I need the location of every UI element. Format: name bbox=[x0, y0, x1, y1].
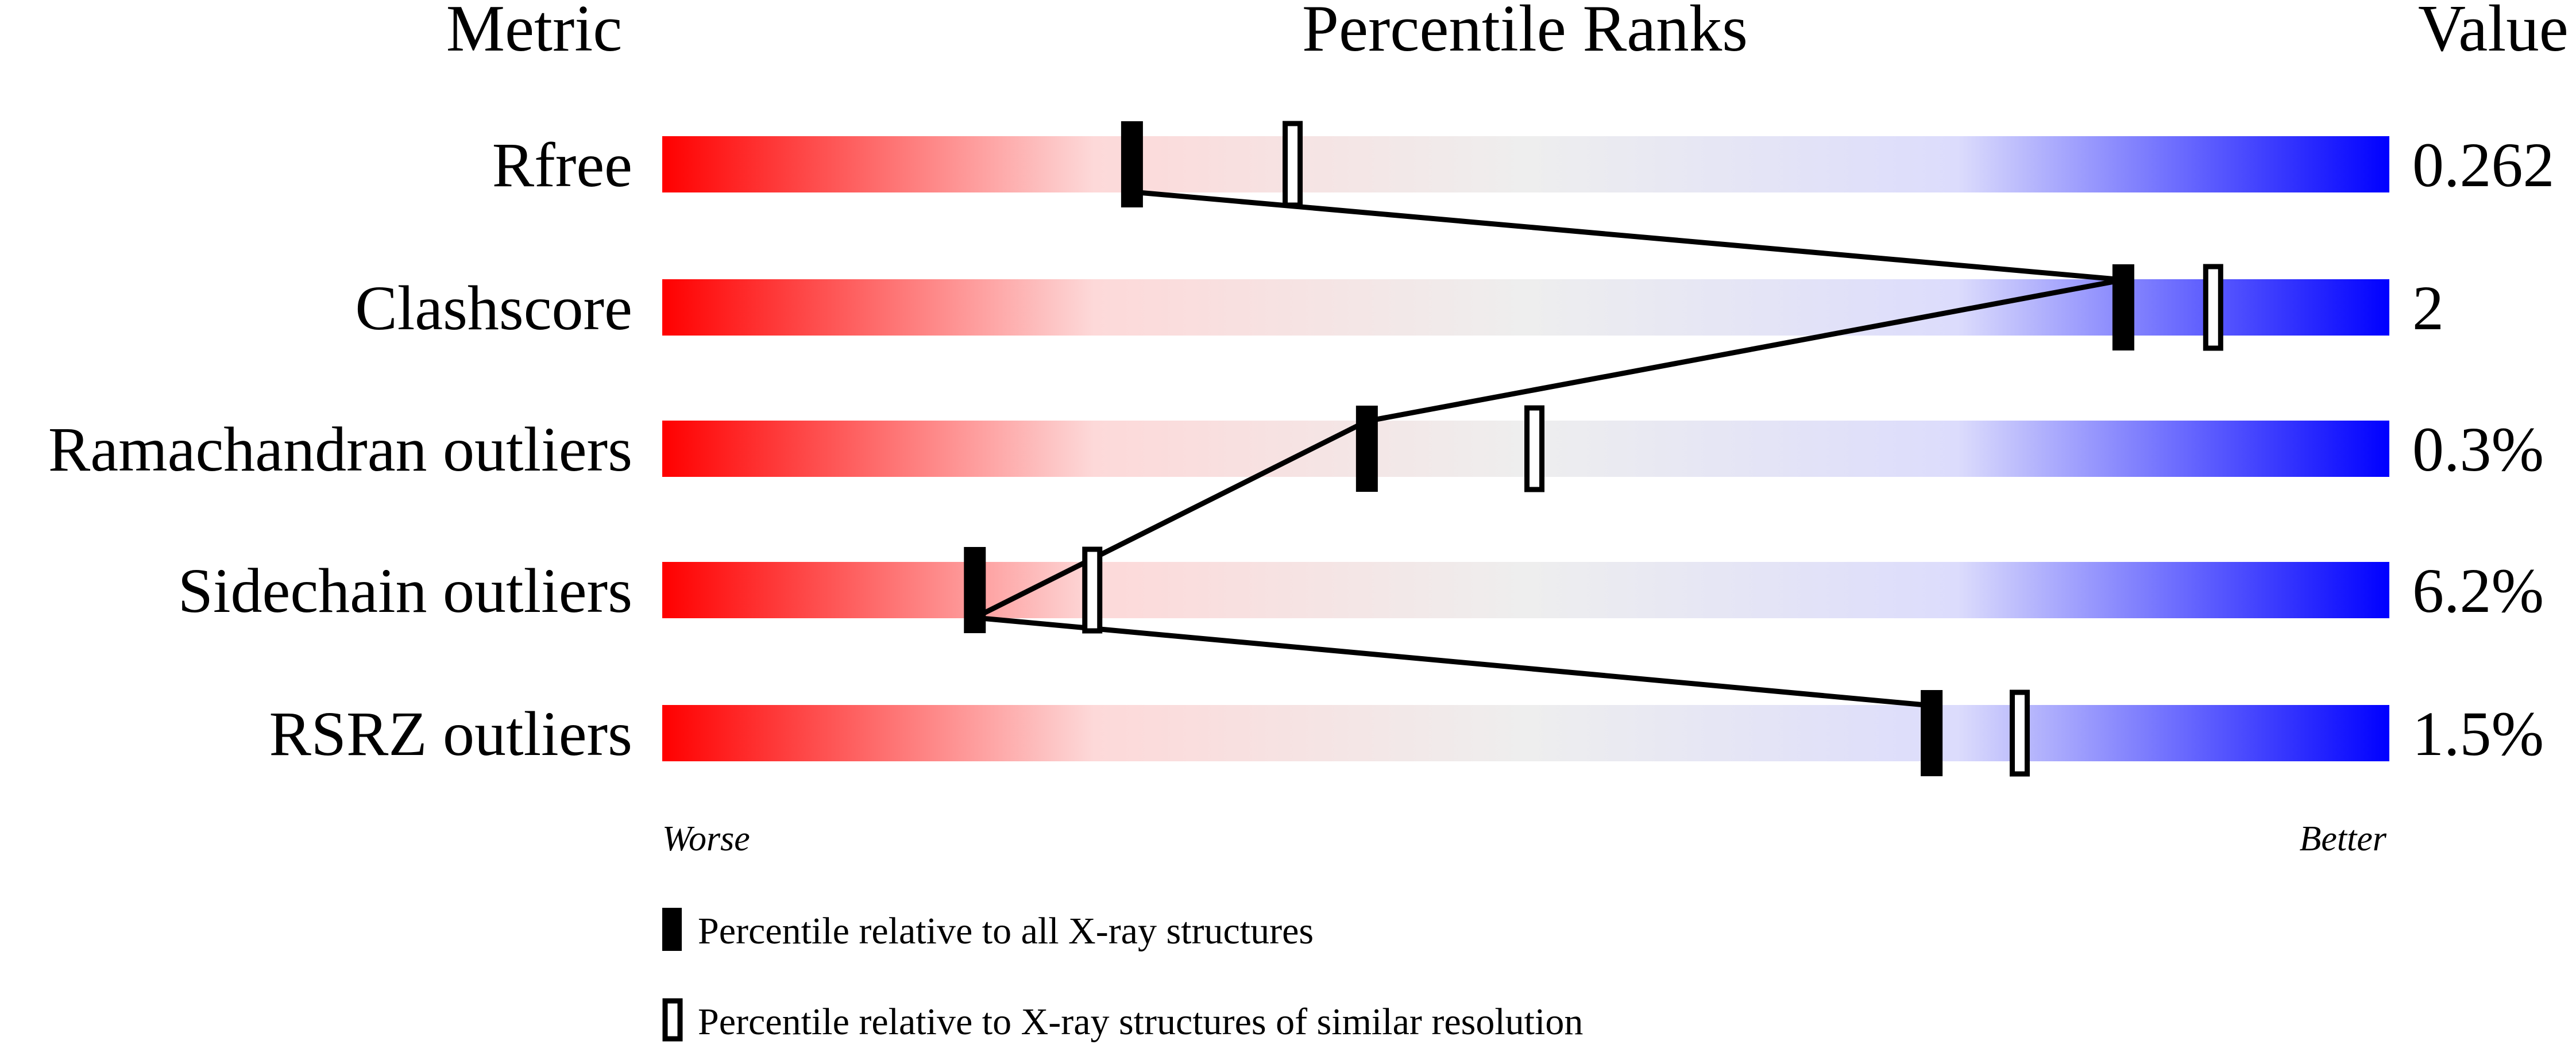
metric-label: RSRZ outliers bbox=[269, 699, 632, 769]
percentile-bar bbox=[662, 136, 2389, 192]
marker-similar bbox=[1524, 405, 1545, 492]
metric-value: 1.5% bbox=[2412, 699, 2544, 769]
header-value: Value bbox=[2418, 0, 2569, 65]
marker-all bbox=[1921, 690, 1943, 776]
marker-similar bbox=[1082, 546, 1103, 634]
metric-value: 2 bbox=[2412, 273, 2444, 343]
legend-label-all: Percentile relative to all X-ray structu… bbox=[698, 910, 1314, 952]
legend-label-similar: Percentile relative to X-ray structures … bbox=[698, 1001, 1583, 1043]
metric-value: 6.2% bbox=[2412, 556, 2544, 626]
metric-value: 0.3% bbox=[2412, 414, 2544, 484]
connector-line bbox=[974, 615, 1932, 708]
percentile-bar bbox=[662, 705, 2389, 761]
legend-open-symbol bbox=[662, 998, 683, 1042]
header-metric: Metric bbox=[446, 0, 623, 65]
marker-all bbox=[1355, 406, 1378, 492]
marker-all bbox=[964, 547, 986, 633]
legend-filled-marker bbox=[662, 908, 682, 951]
marker-all bbox=[1121, 121, 1143, 207]
marker-similar bbox=[2203, 264, 2223, 351]
metric-value: 0.262 bbox=[2412, 130, 2555, 200]
axis-label-worse: Worse bbox=[662, 819, 750, 858]
percentile-bar bbox=[662, 279, 2389, 336]
connector-line bbox=[1366, 277, 2124, 424]
connector-line bbox=[1131, 189, 2124, 283]
metric-label: Rfree bbox=[492, 130, 632, 200]
axis-label-better: Better bbox=[2300, 819, 2387, 858]
metric-label: Sidechain outliers bbox=[178, 556, 632, 626]
percentile-bar bbox=[662, 562, 2389, 618]
header-percentile-ranks: Percentile Ranks bbox=[1302, 0, 1748, 65]
marker-all bbox=[2112, 264, 2134, 350]
metric-label: Clashscore bbox=[355, 273, 632, 343]
marker-similar bbox=[2010, 689, 2030, 777]
marker-similar bbox=[1283, 121, 1303, 208]
metric-label: Ramachandran outliers bbox=[48, 414, 632, 484]
connector-line bbox=[974, 418, 1368, 621]
